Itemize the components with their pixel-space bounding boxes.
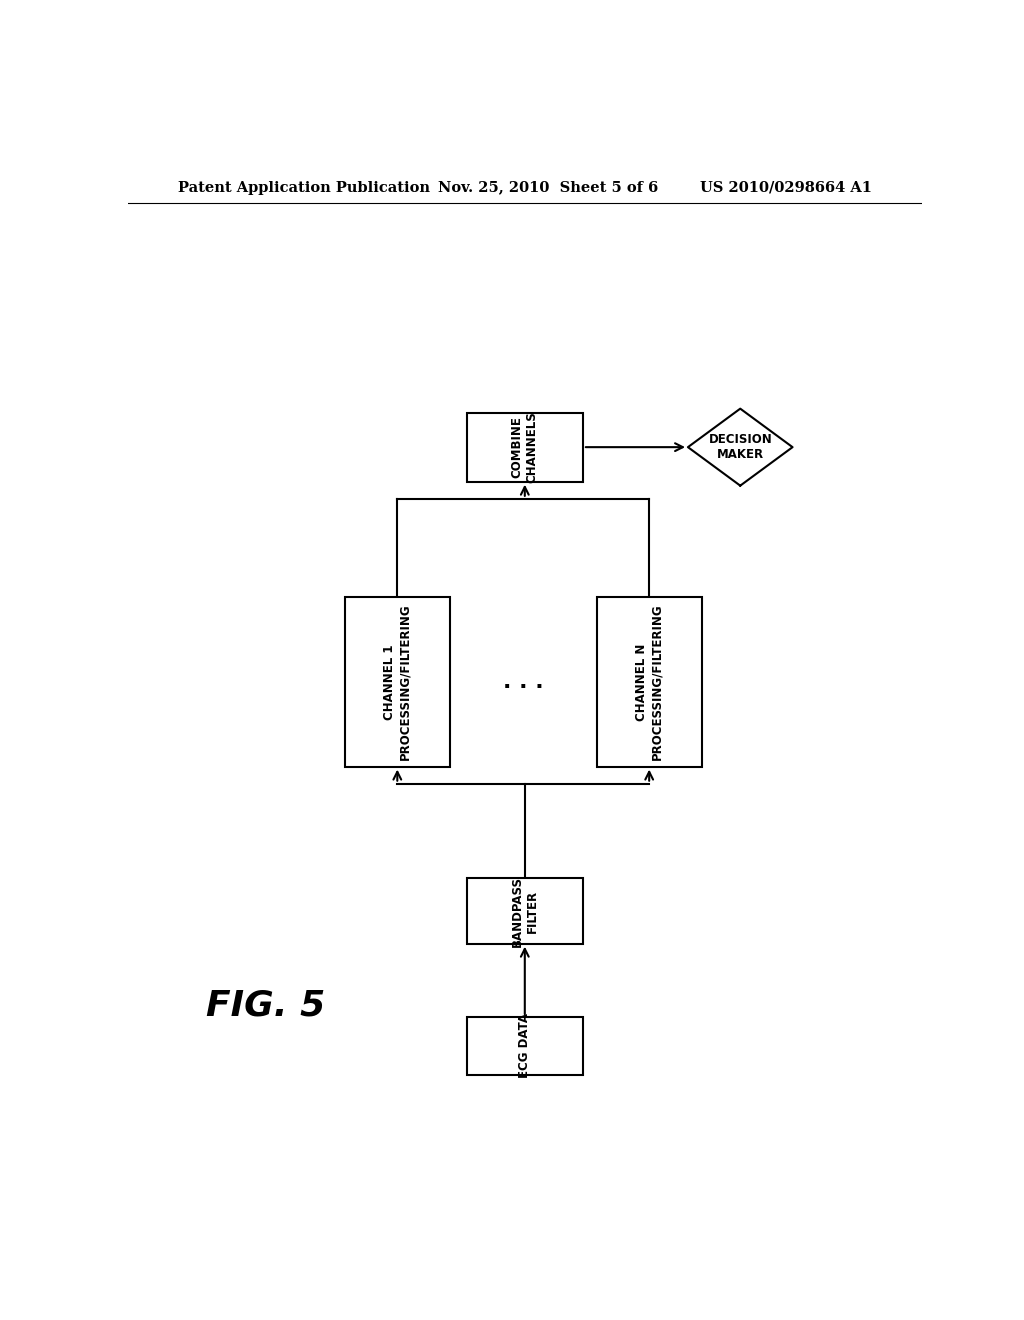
Bar <box>467 878 583 944</box>
Text: Patent Application Publication: Patent Application Publication <box>178 181 430 194</box>
Text: CHANNEL N
PROCESSING/FILTERING: CHANNEL N PROCESSING/FILTERING <box>635 603 664 760</box>
Text: DECISION
MAKER: DECISION MAKER <box>709 433 772 461</box>
Text: US 2010/0298664 A1: US 2010/0298664 A1 <box>700 181 872 194</box>
Text: ECG DATA: ECG DATA <box>518 1014 531 1078</box>
Polygon shape <box>688 409 793 486</box>
Text: COMBINE
CHANNELS: COMBINE CHANNELS <box>511 412 539 483</box>
Bar <box>597 597 701 767</box>
Text: Nov. 25, 2010  Sheet 5 of 6: Nov. 25, 2010 Sheet 5 of 6 <box>438 181 658 194</box>
Bar <box>467 1016 583 1074</box>
Text: FIG. 5: FIG. 5 <box>206 989 325 1023</box>
Text: BANDPASS
FILTER: BANDPASS FILTER <box>511 875 539 946</box>
Text: CHANNEL 1
PROCESSING/FILTERING: CHANNEL 1 PROCESSING/FILTERING <box>383 603 412 760</box>
Bar <box>467 413 583 482</box>
Bar <box>345 597 450 767</box>
Text: . . .: . . . <box>503 672 544 692</box>
